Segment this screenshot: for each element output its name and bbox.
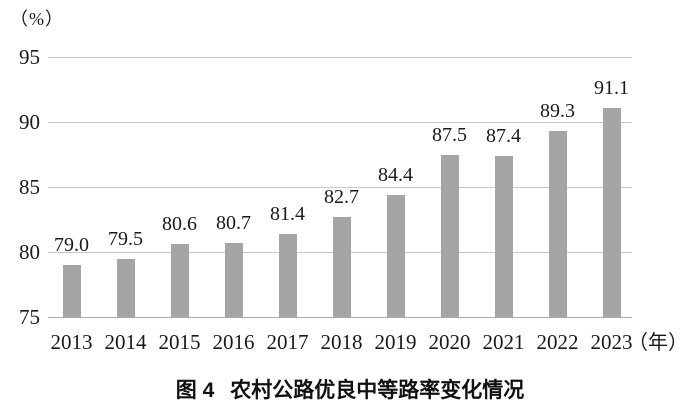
y-axis-unit-label: （%） <box>10 9 64 29</box>
value-label-2016: 80.7 <box>216 211 251 234</box>
value-label-2014: 79.5 <box>108 227 143 250</box>
value-label-2020: 87.5 <box>432 123 467 146</box>
x-axis-line <box>48 317 632 318</box>
x-tick-label-2022: 2022 <box>536 330 579 354</box>
figure-number-label: 图 4 <box>175 379 215 402</box>
x-tick-label-2014: 2014 <box>104 330 147 354</box>
y-tick-label-80: 80 <box>19 240 40 264</box>
x-tick-label-2016: 2016 <box>212 330 255 354</box>
gridline-90 <box>48 122 632 123</box>
x-tick-label-2020: 2020 <box>428 330 471 354</box>
x-tick-label-2015: 2015 <box>158 330 201 354</box>
value-label-2018: 82.7 <box>324 185 359 208</box>
y-tick-label-85: 85 <box>19 175 40 199</box>
x-tick-label-2013: 2013 <box>50 330 93 354</box>
bar-2014 <box>116 258 135 317</box>
value-label-2022: 89.3 <box>540 100 575 123</box>
y-tick-label-75: 75 <box>19 305 40 329</box>
x-tick-label-2023: 2023 <box>590 330 633 354</box>
gridline-85 <box>48 187 632 188</box>
x-axis-unit-label: （年） <box>628 332 688 354</box>
bar-2013 <box>62 265 81 317</box>
x-tick-label-2019: 2019 <box>374 330 417 354</box>
bar-2018 <box>332 216 351 317</box>
bar-2020 <box>440 154 459 317</box>
value-label-2013: 79.0 <box>54 234 89 256</box>
bar-2017 <box>278 233 297 317</box>
bar-2022 <box>548 131 567 317</box>
bar-2016 <box>224 242 243 317</box>
bar-2021 <box>494 155 513 317</box>
value-label-2019: 84.4 <box>378 163 413 186</box>
x-tick-label-2017: 2017 <box>266 330 309 354</box>
figure-title: 农村公路优良中等路率变化情况 <box>230 379 525 402</box>
figure-caption: 图 4 农村公路优良中等路率变化情况 <box>0 379 700 403</box>
value-label-2017: 81.4 <box>270 202 305 225</box>
bar-2015 <box>170 244 189 317</box>
value-label-2015: 80.6 <box>162 213 197 236</box>
value-label-2023: 91.1 <box>594 76 629 99</box>
y-tick-label-95: 95 <box>19 45 40 69</box>
gridline-95 <box>48 57 632 58</box>
y-tick-label-90: 90 <box>19 110 40 134</box>
value-label-2021: 87.4 <box>486 124 521 147</box>
x-tick-label-2021: 2021 <box>482 330 525 354</box>
x-tick-label-2018: 2018 <box>320 330 363 354</box>
bar-2019 <box>386 194 405 317</box>
bar-2023 <box>602 107 621 317</box>
